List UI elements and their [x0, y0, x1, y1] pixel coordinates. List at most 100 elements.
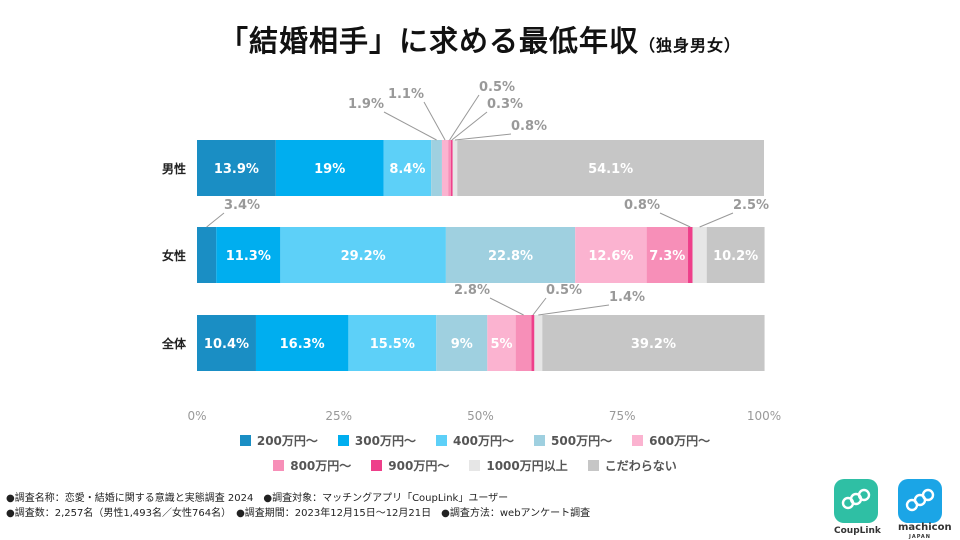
data-label: 10.2%	[713, 249, 758, 264]
data-label: 0.8%	[511, 119, 547, 134]
data-label: 54.1%	[588, 162, 633, 177]
x-tick-label: 25%	[325, 409, 352, 423]
data-label: 5%	[490, 337, 512, 352]
legend-label: 600万円～	[649, 434, 711, 448]
legend-item: 600万円～	[632, 432, 710, 449]
bar-segment	[542, 315, 765, 371]
legend-label: 400万円～	[452, 434, 515, 448]
data-label: 0.3%	[487, 97, 523, 112]
bar-segment	[646, 227, 689, 283]
bar-segment	[448, 140, 452, 196]
bar-segment	[457, 140, 764, 196]
leader-line	[449, 94, 480, 141]
bar-segment	[197, 140, 276, 196]
survey-note-line-2: ●調査数：2,257名（男性1,493名／女性764名） ●調査期間：2023年…	[6, 508, 591, 519]
leader-line	[532, 297, 547, 316]
data-label: 11.3%	[226, 249, 271, 264]
legend-label: 900万円～	[388, 459, 450, 473]
chart-title-main: 「結婚相手」に求める最低年収	[218, 24, 639, 58]
bar-segment	[197, 315, 256, 371]
leader-line	[451, 111, 488, 141]
legend-item: 500万円～	[534, 432, 612, 449]
data-label: 22.8%	[488, 249, 533, 264]
legend-item: 200万円～	[239, 432, 318, 449]
data-label: 39.2%	[631, 337, 676, 352]
data-label: 0.5%	[479, 80, 515, 95]
bar-segment	[531, 315, 535, 371]
data-label: 16.3%	[280, 337, 325, 352]
bar-segment	[275, 140, 384, 196]
leader-line	[489, 297, 524, 316]
legend-swatch	[534, 435, 546, 446]
bar-segment	[451, 140, 453, 196]
category-label: 全体	[161, 336, 187, 351]
bar-segment	[575, 227, 647, 283]
data-label: 8.4%	[389, 162, 425, 177]
data-label: 2.5%	[733, 198, 769, 213]
bar-segment	[515, 315, 532, 371]
leader-line	[206, 212, 225, 228]
survey-notes: ●調査名称：恋愛・結婚に関する意識と実態調査 2024 ●調査対象：マッチングア…	[6, 491, 806, 521]
legend-swatch	[371, 460, 383, 471]
bar-segment	[445, 227, 576, 283]
legend-item: 900万円～	[371, 457, 449, 474]
couplink-name: CoupLink	[834, 526, 881, 536]
leader-line	[659, 212, 691, 228]
legend-swatch	[273, 460, 285, 471]
x-tick-label: 50%	[467, 409, 494, 423]
machicon-logo	[898, 479, 942, 523]
survey-note-line-1: ●調査名称：恋愛・結婚に関する意識と実態調査 2024 ●調査対象：マッチングア…	[6, 493, 509, 504]
x-tick-label: 100%	[747, 409, 781, 423]
legend-label: こだわらない	[604, 459, 677, 473]
bar-segment	[534, 315, 543, 371]
bar-segment	[452, 140, 458, 196]
couplink-logo-icon	[834, 479, 878, 523]
data-label: 3.4%	[224, 198, 260, 213]
legend-label: 200万円～	[256, 434, 318, 448]
legend-swatch	[469, 460, 481, 471]
leader-line	[383, 111, 437, 141]
machicon-name: machicon	[898, 522, 952, 533]
data-label: 29.2%	[341, 249, 386, 264]
category-label: 男性	[162, 161, 186, 176]
chart-title: 「結婚相手」に求める最低年収（独身男女）	[0, 18, 960, 60]
legend: 200万円～ 300万円～ 400万円～ 500万円～ 600万円～ 800万円～ 900…	[195, 432, 755, 482]
data-label: 10.4%	[204, 337, 249, 352]
leader-line	[699, 212, 734, 228]
legend-swatch	[239, 435, 251, 446]
bar-segment	[706, 227, 765, 283]
bar-segment	[441, 140, 449, 196]
data-label: 1.9%	[348, 97, 384, 112]
machicon-logo-icon	[898, 479, 942, 523]
leader-line	[538, 304, 610, 316]
legend-row: 200万円～ 300万円～ 400万円～ 500万円～ 600万円～	[195, 432, 755, 449]
bar-segment	[280, 227, 446, 283]
legend-item: 800万円～	[273, 457, 351, 474]
data-label: 13.9%	[214, 162, 259, 177]
bar-segment	[487, 315, 516, 371]
legend-label: 500万円～	[551, 434, 613, 448]
bar-segment	[436, 315, 488, 371]
legend-label: 1000万円以上	[486, 459, 568, 473]
bar-segment	[383, 140, 432, 196]
legend-swatch	[632, 435, 644, 446]
legend-item: 400万円～	[435, 432, 515, 449]
data-label: 7.3%	[649, 249, 685, 264]
x-tick-label: 0%	[187, 409, 206, 423]
bar-segment	[216, 227, 281, 283]
bar-segment	[688, 227, 693, 283]
legend-label: 300万円～	[354, 434, 416, 448]
legend-item: 1000万円以上	[469, 457, 568, 474]
data-label: 0.8%	[624, 198, 660, 213]
legend-swatch	[337, 435, 349, 446]
bar-segment	[255, 315, 349, 371]
legend-label: 800万円～	[290, 459, 352, 473]
leader-line	[423, 101, 446, 141]
data-label: 0.5%	[546, 283, 582, 298]
data-label: 2.8%	[454, 283, 490, 298]
data-label: 12.6%	[588, 249, 633, 264]
legend-swatch	[587, 460, 599, 471]
bar-segment	[692, 227, 707, 283]
bar-segment	[431, 140, 442, 196]
